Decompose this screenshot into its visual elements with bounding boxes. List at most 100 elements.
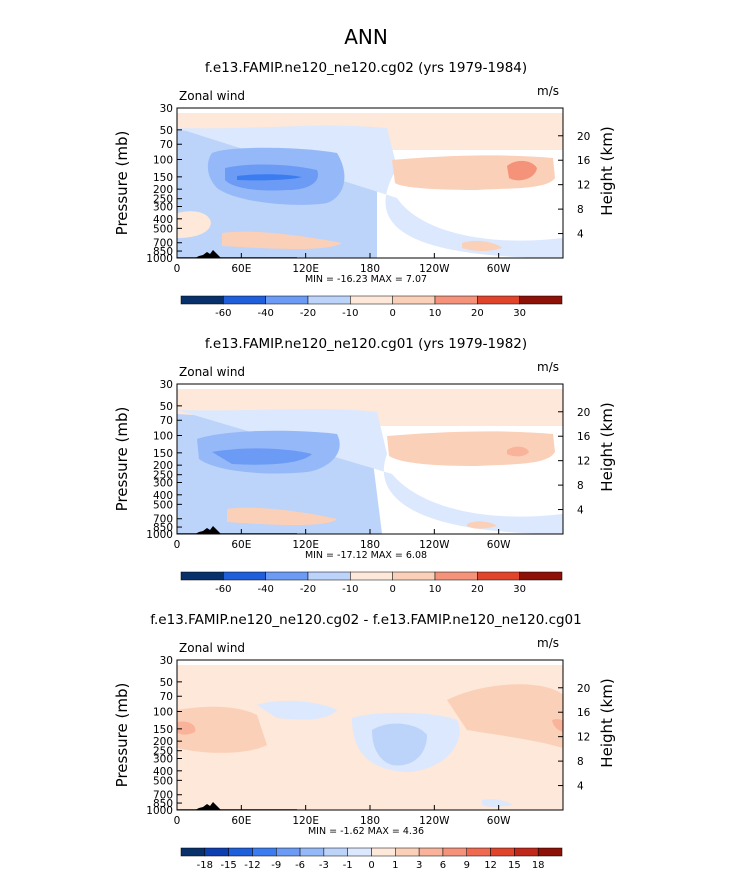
colorbar-label: -20 (300, 584, 316, 595)
colorbar-label: 1 (392, 860, 398, 871)
y-tick-label: 50 (160, 125, 173, 137)
x-tick-label: 120E (292, 539, 319, 551)
colorbar-box (537, 847, 563, 857)
x-tick-label: 120W (419, 539, 450, 551)
x-tick-label: 180 (360, 263, 380, 275)
x-tick-label: 60E (231, 815, 251, 827)
panel-title: f.e13.FAMIP.ne120_ne120.cg02 (yrs 1979-1… (205, 60, 527, 76)
units-label: m/s (537, 636, 559, 650)
variable-label: Zonal wind (179, 641, 245, 655)
colorbar-label: -10 (342, 308, 358, 319)
colorbar-label: 0 (389, 584, 395, 595)
contour-region (482, 799, 512, 807)
y-tick-label: 500 (153, 499, 173, 511)
colorbar-box (514, 847, 539, 857)
colorbar-box (392, 295, 436, 305)
colorbar-box (265, 295, 309, 305)
y-right-tick-label: 20 (577, 131, 590, 143)
colorbar-label: 0 (389, 308, 395, 319)
colorbar-box (434, 295, 478, 305)
y-tick-label: 300 (153, 753, 173, 765)
y-tick-label: 150 (153, 448, 173, 460)
colorbar-box (434, 571, 478, 581)
colorbar-label: -15 (220, 860, 236, 871)
contour-field (177, 384, 563, 534)
colorbar-box (180, 295, 224, 305)
y-tick-label: 1000 (146, 805, 173, 817)
x-tick-label: 60E (231, 263, 251, 275)
x-tick-label: 120W (419, 815, 450, 827)
panel-1: f.e13.FAMIP.ne120_ne120.cg02 (yrs 1979-1… (113, 60, 616, 319)
y-tick-label: 100 (153, 155, 173, 167)
y-tick-label: 400 (153, 766, 173, 778)
y-tick-label: 850 (153, 798, 173, 810)
colorbar-label: 12 (484, 860, 497, 871)
colorbar-label: 0 (368, 860, 374, 871)
y-tick-label: 30 (160, 655, 173, 667)
colorbar-box (442, 847, 467, 857)
panel-3: f.e13.FAMIP.ne120_ne120.cg02 - f.e13.FAM… (113, 612, 616, 871)
y-axis-title-right: Height (km) (598, 678, 616, 767)
colorbar-box (418, 847, 444, 857)
y-right-tick-label: 8 (577, 204, 584, 216)
y-tick-label: 50 (160, 677, 173, 689)
y-tick-label: 500 (153, 775, 173, 787)
contour-region (237, 174, 302, 181)
x-tick-label: 120E (292, 815, 319, 827)
colorbar-label: -10 (342, 584, 358, 595)
topography-silhouette (195, 526, 221, 534)
colorbar-box (490, 847, 515, 857)
colorbar-label: -60 (215, 584, 231, 595)
topography-silhouette (195, 802, 221, 810)
panel-title: f.e13.FAMIP.ne120_ne120.cg01 (yrs 1979-1… (205, 336, 527, 352)
contour-region (467, 521, 497, 529)
contour-region (372, 723, 427, 766)
colorbar-box (299, 847, 325, 857)
colorbar-box (350, 295, 393, 305)
colorbar-box (252, 847, 277, 857)
x-tick-label: 120W (419, 263, 450, 275)
y-tick-label: 30 (160, 379, 173, 391)
contour-region (507, 446, 529, 457)
colorbar-label: 15 (508, 860, 521, 871)
y-tick-label: 70 (160, 691, 173, 703)
y-tick-label: 200 (153, 184, 173, 196)
contour-region (387, 431, 555, 466)
y-right-tick-label: 16 (577, 431, 591, 443)
y-right-tick-label: 12 (577, 180, 590, 192)
colorbar-label: -20 (300, 308, 316, 319)
y-right-tick-label: 4 (577, 505, 584, 517)
colorbar-box (307, 295, 351, 305)
y-right-tick-label: 16 (577, 155, 591, 167)
min-max-stats: MIN = -17.12 MAX = 6.08 (305, 550, 427, 561)
y-right-tick-label: 20 (577, 683, 590, 695)
units-label: m/s (537, 84, 559, 98)
x-tick-label: 60E (231, 539, 251, 551)
colorbar-box (323, 847, 348, 857)
y-tick-label: 700 (153, 790, 173, 802)
contour-region (177, 125, 563, 258)
y-tick-label: 300 (153, 477, 173, 489)
colorbar-label: 20 (471, 308, 484, 319)
y-tick-label: 700 (153, 238, 173, 250)
colorbar-label: 20 (471, 584, 484, 595)
x-tick-label: 0 (174, 539, 181, 551)
contour-region (177, 721, 196, 735)
colorbar-box (371, 847, 396, 857)
x-tick-label: 120E (292, 263, 319, 275)
colorbar-label: 18 (532, 860, 545, 871)
contour-region (447, 684, 563, 748)
colorbar-box (519, 295, 563, 305)
topography-silhouette (195, 250, 221, 258)
colorbar-label: 6 (440, 860, 446, 871)
contour-region (177, 211, 211, 238)
y-right-tick-label: 8 (577, 480, 584, 492)
y-tick-label: 100 (153, 707, 173, 719)
panel-title: f.e13.FAMIP.ne120_ne120.cg02 - f.e13.FAM… (150, 612, 582, 628)
contour-region (507, 160, 537, 181)
colorbar-box (204, 847, 229, 857)
colorbar-box (466, 847, 491, 857)
contour-region (552, 719, 563, 732)
y-tick-label: 400 (153, 490, 173, 502)
